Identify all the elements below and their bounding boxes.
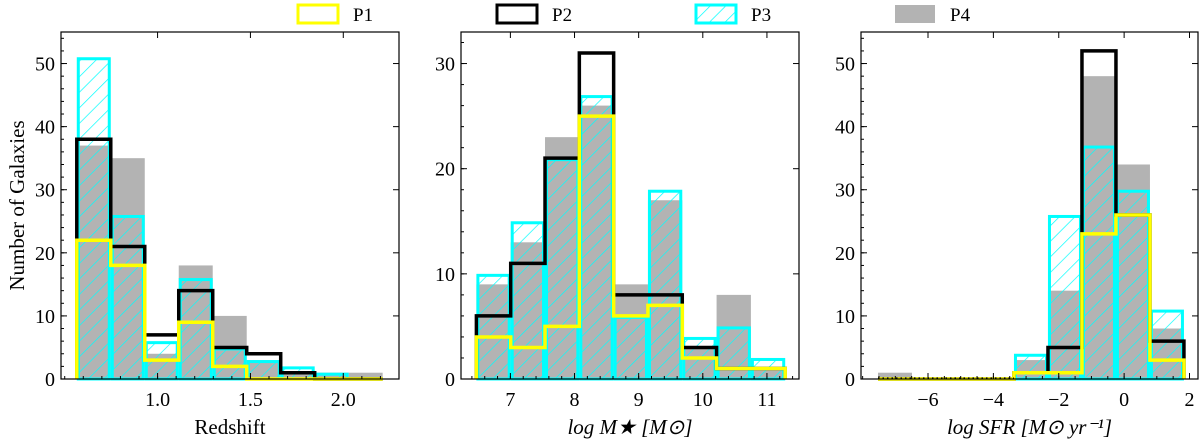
legend-swatch-p1 (296, 3, 340, 25)
legend-swatch-p3 (694, 3, 738, 25)
y-tick-label: 50 (835, 54, 855, 76)
p3-bar (613, 315, 648, 381)
y-axis-label: Number of Galaxies (5, 120, 29, 290)
p3-bar (178, 278, 213, 381)
p3-bar (545, 158, 580, 381)
y-tick-label: 50 (35, 54, 55, 76)
axes-frame (460, 31, 800, 380)
panel-1: 1.0 1.5 2.0 0 10 20 30 40 50 Redshift Number of Ga… (5, 31, 400, 439)
y-tick-label: 20 (835, 243, 855, 265)
y-tick-label: 20 (35, 243, 55, 265)
legend-label-p1: P1 (353, 5, 373, 26)
legend-swatch-p2 (495, 3, 539, 25)
p1-step-line (474, 114, 787, 379)
p3-bar (476, 273, 511, 381)
x-tick-label: 11 (757, 389, 776, 411)
x-tick-label: 1.5 (238, 389, 263, 411)
y-tick-label: 30 (835, 180, 855, 202)
legend-label-p4: P4 (950, 5, 971, 26)
p3-bar (1149, 309, 1184, 381)
y-tick-label: 0 (845, 369, 855, 391)
legend-label-p2: P2 (552, 5, 572, 26)
y-tick-label: 0 (45, 369, 55, 391)
x-tick-label: 0 (1119, 389, 1129, 411)
y-tick-label: 10 (835, 306, 855, 328)
p3-bar (579, 95, 614, 381)
x-axis-label: log M★ [M⊙] (567, 415, 692, 439)
p3-bar (510, 221, 546, 381)
y-tick-label: 40 (835, 117, 855, 139)
p3-bar (1115, 189, 1150, 381)
p4-bar (348, 372, 383, 379)
y-tick-label: 10 (35, 306, 55, 328)
p2-step-line (75, 137, 383, 381)
x-tick-label: −4 (983, 389, 1004, 411)
axes-frame (60, 31, 400, 380)
legend-label-p3: P3 (751, 5, 771, 26)
p3-bar (76, 57, 111, 381)
legend-swatch-p4 (895, 5, 935, 23)
x-tick-label: −6 (917, 389, 938, 411)
p3-bar (647, 189, 683, 381)
y-tick-label: 0 (445, 369, 455, 391)
x-axis-label: Redshift (194, 415, 265, 439)
x-tick-label: 9 (634, 389, 644, 411)
p3-bar (716, 326, 751, 381)
y-tick-label: 30 (35, 180, 55, 202)
p3-bar (1047, 214, 1082, 381)
p3-bar (246, 360, 281, 381)
p3-bar (110, 214, 145, 381)
y-tick-label: 30 (435, 54, 455, 76)
y-tick-label: 10 (435, 264, 455, 286)
p3-bar (1081, 145, 1116, 381)
x-tick-label: 7 (505, 389, 515, 411)
x-tick-label: 2 (1185, 389, 1195, 411)
x-tick-label: 1.0 (145, 389, 170, 411)
x-tick-label: 2.0 (331, 389, 356, 411)
x-axis-label: log SFR [M⊙ yr⁻¹] (947, 415, 1112, 439)
p3-bar (1013, 353, 1048, 381)
x-tick-label: −2 (1048, 389, 1069, 411)
y-tick-label: 20 (435, 159, 455, 181)
p3-bar (212, 347, 247, 381)
legend: P1 P2 P3 P4 (296, 3, 971, 26)
panel-2: 7 8 9 10 11 0 10 20 30 log M★ [M⊙] (435, 31, 800, 439)
x-tick-label: 10 (693, 389, 713, 411)
x-tick-label: 8 (570, 389, 580, 411)
axes-frame (860, 31, 1199, 380)
y-tick-label: 40 (35, 117, 55, 139)
p4-bar (877, 372, 912, 379)
